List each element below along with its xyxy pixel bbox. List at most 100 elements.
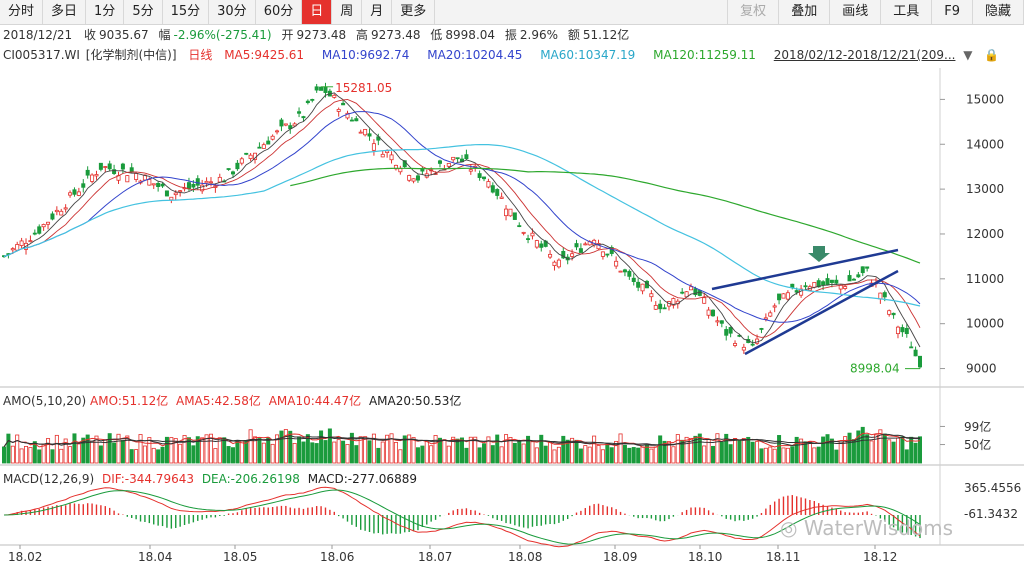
y-tick-label: 15000	[966, 92, 1004, 106]
volume-bar	[371, 433, 376, 464]
candle-body	[869, 282, 874, 287]
candle-body	[371, 143, 376, 151]
lock-icon[interactable]: 🔒	[984, 48, 1000, 62]
volume-bar	[319, 430, 324, 464]
period-button-8[interactable]: 周	[332, 0, 363, 24]
tool-button-2[interactable]: 画线	[830, 0, 882, 24]
period-button-5[interactable]: 30分	[209, 0, 256, 24]
amo-tick-lo: 50亿	[964, 438, 992, 452]
ma60-line	[3, 144, 921, 307]
candle-body	[54, 209, 59, 213]
period-button-2[interactable]: 1分	[86, 0, 125, 24]
volume-bar	[63, 438, 68, 464]
candle-body	[680, 291, 685, 294]
toolbar-spacer	[435, 0, 729, 24]
volume-bar	[24, 445, 29, 464]
candle-body	[261, 144, 266, 149]
period-button-0[interactable]: 分时	[0, 0, 44, 24]
volume-bar	[737, 440, 742, 464]
candle-body	[420, 168, 425, 172]
low-annotation: 8998.04	[850, 362, 900, 376]
candle-body	[834, 279, 839, 284]
date-range[interactable]: 2018/02/12-2018/12/21(209...	[773, 48, 956, 62]
candle-body	[411, 178, 416, 182]
volume-bar	[622, 444, 627, 464]
candle-body	[305, 100, 310, 104]
candle-body	[851, 278, 856, 281]
candle-body	[28, 240, 33, 243]
candle-body	[671, 298, 676, 306]
volume-bar	[147, 437, 152, 464]
candle-body	[244, 152, 249, 155]
ma20-line	[3, 111, 921, 323]
period-button-6[interactable]: 60分	[256, 0, 303, 24]
candle-body	[539, 243, 544, 248]
period-button-1[interactable]: 多日	[43, 0, 87, 24]
volume-bar	[341, 440, 346, 464]
volume-bar	[257, 438, 262, 464]
volume-bar	[592, 435, 597, 464]
candle-body	[393, 164, 398, 170]
volume-bar	[552, 449, 557, 464]
candle-body	[697, 290, 702, 296]
candle-body	[90, 174, 95, 182]
volume-bar	[512, 442, 517, 464]
volume-bar	[733, 438, 738, 464]
candle-body	[195, 178, 200, 186]
candle-body	[116, 175, 121, 181]
period-button-7[interactable]: 日	[302, 0, 333, 24]
candle-body	[517, 225, 522, 228]
dropdown-icon[interactable]: ▼	[963, 48, 973, 62]
candle-body	[495, 189, 500, 196]
volume-bar	[455, 438, 460, 464]
tool-button-1[interactable]: 叠加	[779, 0, 831, 24]
volume-bar	[825, 434, 830, 464]
volume-bar	[376, 447, 381, 464]
volume-bar	[160, 446, 165, 464]
candle-body	[213, 185, 218, 188]
candle-body	[217, 176, 222, 183]
volume-bar	[239, 440, 244, 464]
tool-button-3[interactable]: 工具	[881, 0, 933, 24]
candle-body	[543, 240, 548, 247]
quote-bar: 2018/12/21 收 9035.67 幅 -2.96%(-275.41) 开 92…	[0, 25, 1024, 45]
candle-body	[235, 162, 240, 170]
trend-line-lower	[744, 269, 899, 356]
tool-button-0[interactable]: 复权	[728, 0, 780, 24]
volume-bar	[354, 445, 359, 464]
period-button-4[interactable]: 15分	[163, 0, 210, 24]
volume-bar	[464, 447, 469, 464]
candle-body	[803, 285, 808, 288]
candle-body	[728, 327, 733, 334]
candle-body	[367, 133, 372, 137]
candle-body	[843, 286, 848, 289]
volume-bar	[169, 437, 174, 464]
volume-bar	[178, 443, 183, 464]
period-button-3[interactable]: 5分	[124, 0, 163, 24]
candle-body	[904, 327, 909, 335]
volume-bar	[605, 444, 610, 464]
candle-body	[204, 180, 209, 184]
volume-bar	[689, 437, 694, 464]
change-value: -2.96%(-275.41)	[173, 28, 272, 42]
volume-bar	[697, 433, 702, 464]
tool-button-4[interactable]: F9	[932, 0, 973, 24]
tool-button-5[interactable]: 隐藏	[973, 0, 1024, 24]
candle-body	[354, 118, 359, 122]
candle-body	[402, 160, 407, 168]
candle-body	[442, 168, 447, 171]
volume-bar	[275, 434, 280, 464]
candle-body	[662, 307, 667, 310]
volume-bar	[631, 447, 636, 464]
period-button-10[interactable]: 更多	[392, 0, 436, 24]
candle-body	[526, 238, 531, 241]
volume-bar	[790, 446, 795, 464]
candle-body	[587, 241, 592, 246]
open-label: 开	[281, 28, 294, 42]
volume-bar	[270, 443, 275, 464]
period-button-9[interactable]: 月	[362, 0, 393, 24]
volume-bar	[433, 435, 438, 464]
candle-body	[81, 183, 86, 188]
candle-body	[600, 251, 605, 257]
volume-bar	[367, 440, 372, 464]
